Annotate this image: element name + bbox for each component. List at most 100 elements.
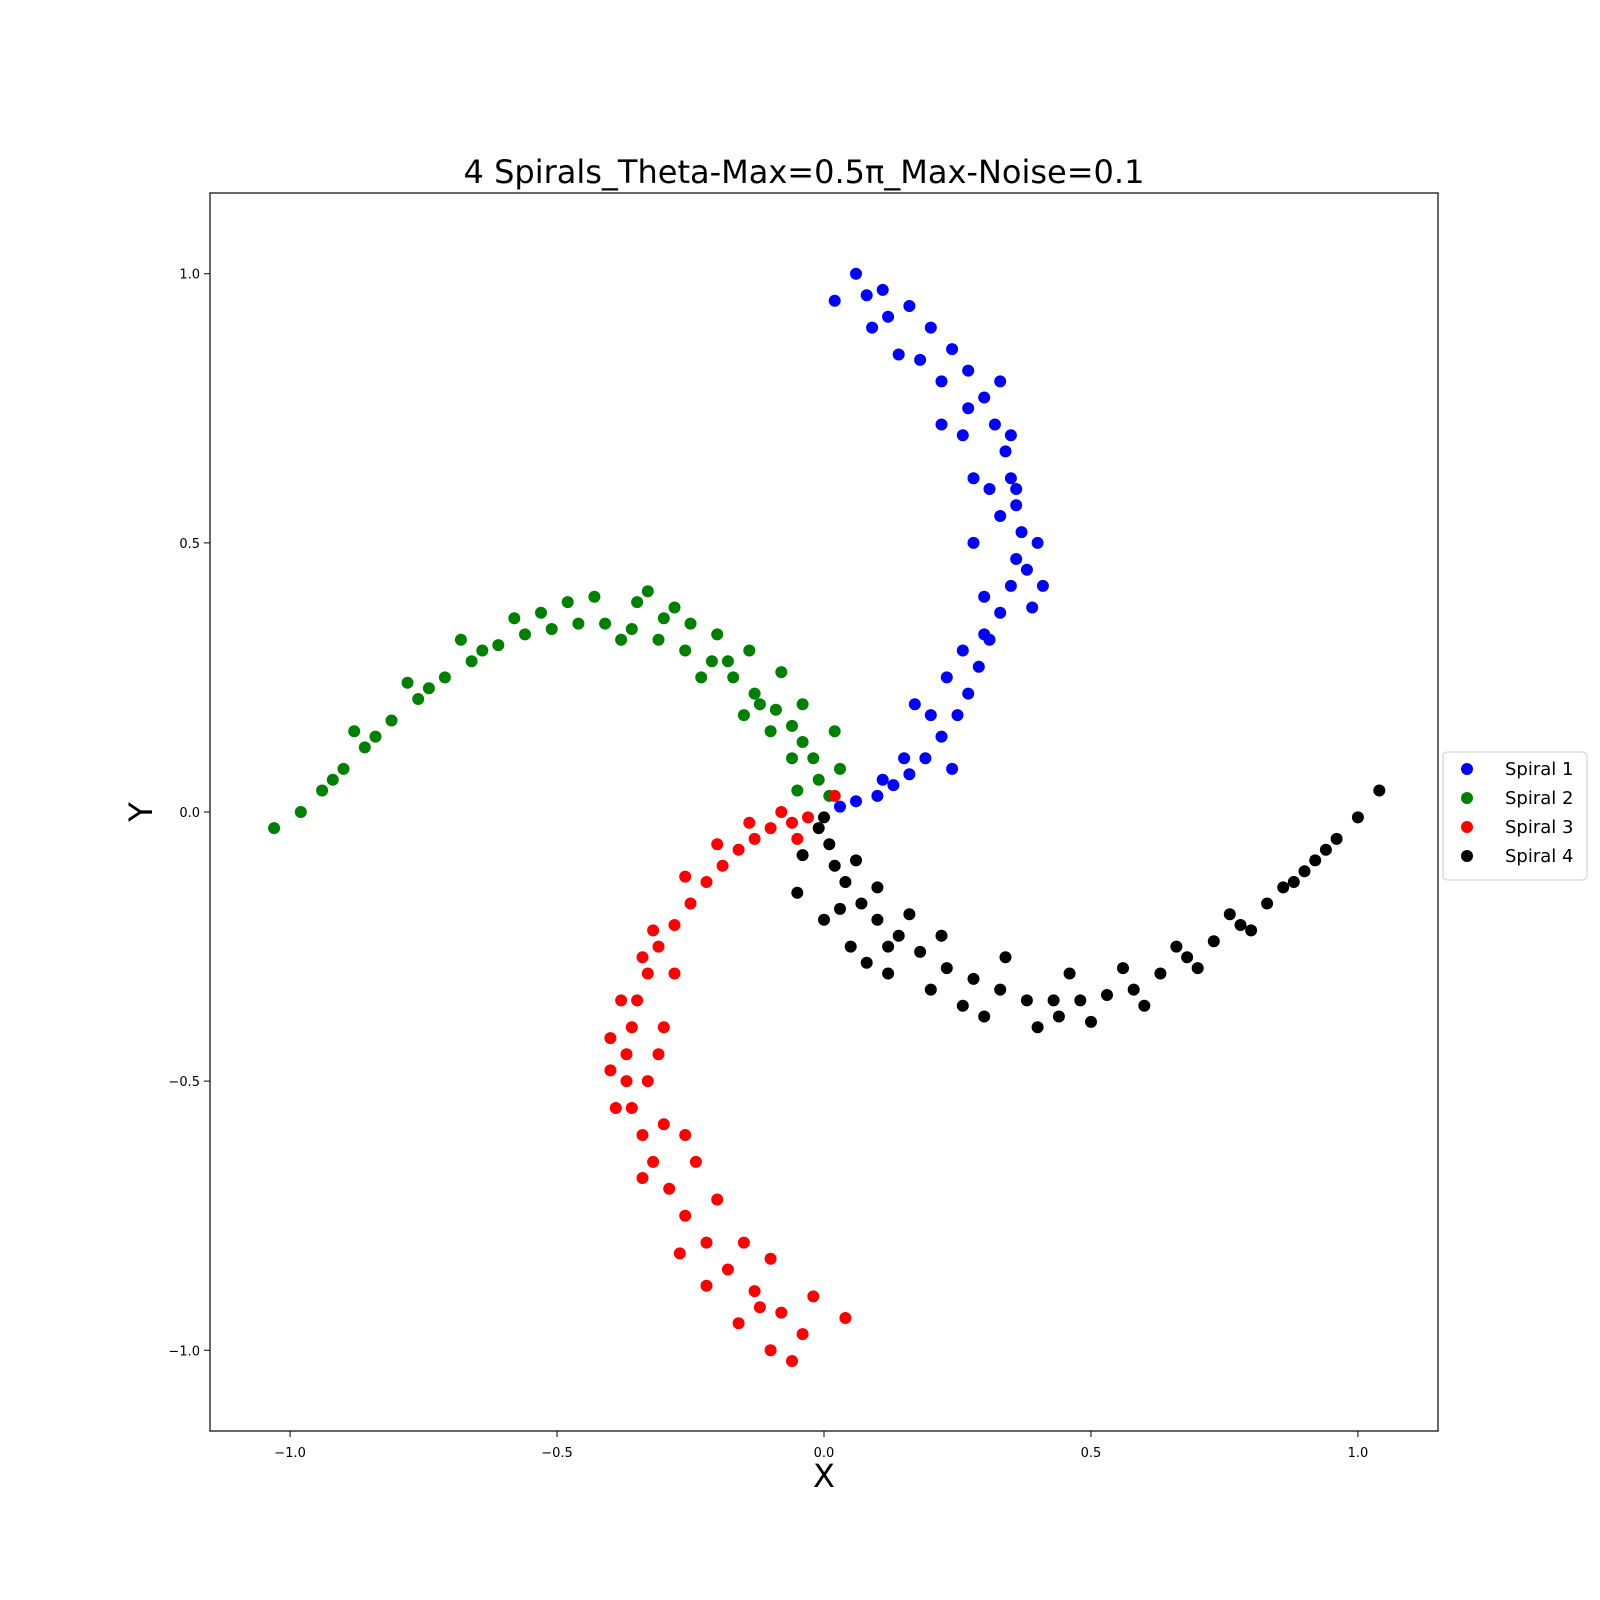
point-s2-16 [492, 639, 505, 652]
point-s3-23 [775, 1306, 788, 1319]
point-s2-2 [807, 752, 820, 765]
point-s1-53 [978, 628, 991, 641]
point-s1-42 [978, 590, 991, 603]
point-s2-54 [684, 617, 697, 630]
point-s1-25 [850, 267, 862, 280]
point-s1-34 [994, 510, 1007, 522]
series-3 [604, 789, 852, 1367]
point-s2-52 [834, 762, 846, 775]
point-s4-24 [1351, 811, 1364, 824]
point-s4-28 [818, 913, 830, 926]
point-s2-12 [599, 617, 612, 630]
point-s3-17 [647, 1155, 660, 1168]
point-s3-3 [748, 832, 761, 845]
point-s4-53 [1052, 1010, 1065, 1023]
point-s3-34 [604, 1032, 617, 1045]
point-s2-46 [508, 612, 521, 625]
point-s3-28 [764, 1252, 777, 1265]
point-s1-19 [978, 391, 991, 404]
point-s1-37 [962, 402, 975, 415]
point-s2-7 [727, 671, 740, 684]
point-s4-48 [1277, 881, 1290, 894]
point-s4-9 [967, 972, 980, 985]
point-s1-32 [1020, 563, 1033, 576]
point-s1-50 [1004, 429, 1017, 442]
point-s3-38 [679, 870, 692, 883]
point-s4-2 [828, 859, 841, 872]
series-4 [791, 784, 1386, 1034]
point-s4-33 [1031, 1021, 1044, 1034]
point-s3-39 [711, 838, 724, 851]
point-s3-8 [668, 919, 681, 931]
point-s4-34 [1085, 1015, 1097, 1028]
point-s1-45 [924, 709, 937, 722]
point-s1-55 [967, 536, 980, 549]
chart-title: 4 Spirals_Theta-Max=0.5π_Max-Noise=0.1 [464, 153, 1145, 191]
legend: Spiral 1 Spiral 2 Spiral 3 Spiral 4 [1442, 751, 1588, 881]
point-s3-37 [647, 924, 660, 937]
x-tick-label-2: 0.0 [814, 1446, 835, 1461]
legend-label-4: Spiral 4 [1505, 846, 1573, 867]
point-s3-33 [641, 1075, 654, 1088]
point-s4-37 [1245, 924, 1258, 937]
point-s4-55 [882, 940, 895, 953]
point-s4-54 [818, 811, 830, 824]
point-s4-29 [844, 940, 857, 953]
point-s3-48 [604, 1064, 617, 1077]
y-axis-label: Y [122, 802, 160, 823]
point-s2-32 [631, 596, 644, 609]
legend-label-2: Spiral 2 [1505, 788, 1573, 809]
point-s1-0 [834, 800, 846, 813]
point-s2-8 [705, 655, 718, 668]
point-s4-25 [1373, 784, 1386, 797]
point-s4-40 [871, 881, 884, 894]
point-s1-29 [935, 375, 948, 388]
point-s2-18 [438, 671, 451, 684]
point-s1-9 [972, 660, 985, 673]
point-s3-51 [828, 789, 841, 802]
point-s3-43 [732, 1317, 745, 1330]
point-s1-7 [951, 709, 964, 722]
point-s4-17 [1181, 951, 1194, 964]
point-s2-39 [786, 752, 798, 765]
point-s4-15 [1127, 983, 1140, 996]
x-tick-label-4: 1.0 [1348, 1446, 1369, 1461]
legend-marker-2 [1461, 792, 1473, 804]
point-s1-28 [892, 348, 905, 361]
point-s1-33 [1031, 536, 1044, 549]
point-s2-22 [337, 762, 350, 775]
point-s3-50 [636, 951, 649, 964]
y-tick-label-3: 0.5 [179, 537, 200, 552]
point-s4-4 [855, 897, 868, 910]
ticks-layer: −1.0 −0.5 0.0 0.5 1.0 −1.0 −0.5 0.0 0.5 1.0 [168, 268, 1368, 1461]
point-s3-54 [652, 1048, 665, 1061]
point-s1-51 [908, 698, 921, 711]
point-s3-2 [764, 822, 777, 835]
point-s4-35 [1138, 999, 1151, 1012]
point-s3-5 [716, 859, 729, 872]
point-s1-18 [988, 418, 1001, 431]
point-s3-29 [737, 1236, 750, 1249]
point-s1-27 [866, 321, 879, 334]
point-s2-44 [615, 633, 628, 646]
legend-label-1: Spiral 1 [1505, 759, 1573, 780]
point-s3-9 [652, 940, 665, 953]
point-s1-15 [1010, 499, 1023, 512]
point-s2-30 [535, 606, 547, 619]
point-s3-15 [625, 1102, 638, 1114]
point-s4-50 [834, 902, 846, 915]
point-s1-49 [1026, 601, 1039, 614]
point-s1-36 [994, 375, 1007, 388]
series-2 [268, 585, 846, 835]
point-s1-20 [962, 364, 975, 377]
series-1 [828, 267, 1049, 813]
point-s2-45 [561, 596, 574, 609]
point-s4-39 [850, 854, 862, 867]
point-s1-17 [999, 445, 1012, 458]
point-s2-14 [545, 623, 558, 635]
point-s2-26 [326, 773, 339, 786]
point-s4-26 [796, 849, 809, 862]
point-s1-54 [1010, 483, 1023, 495]
point-s3-42 [764, 1344, 777, 1357]
point-s4-38 [1298, 865, 1311, 878]
